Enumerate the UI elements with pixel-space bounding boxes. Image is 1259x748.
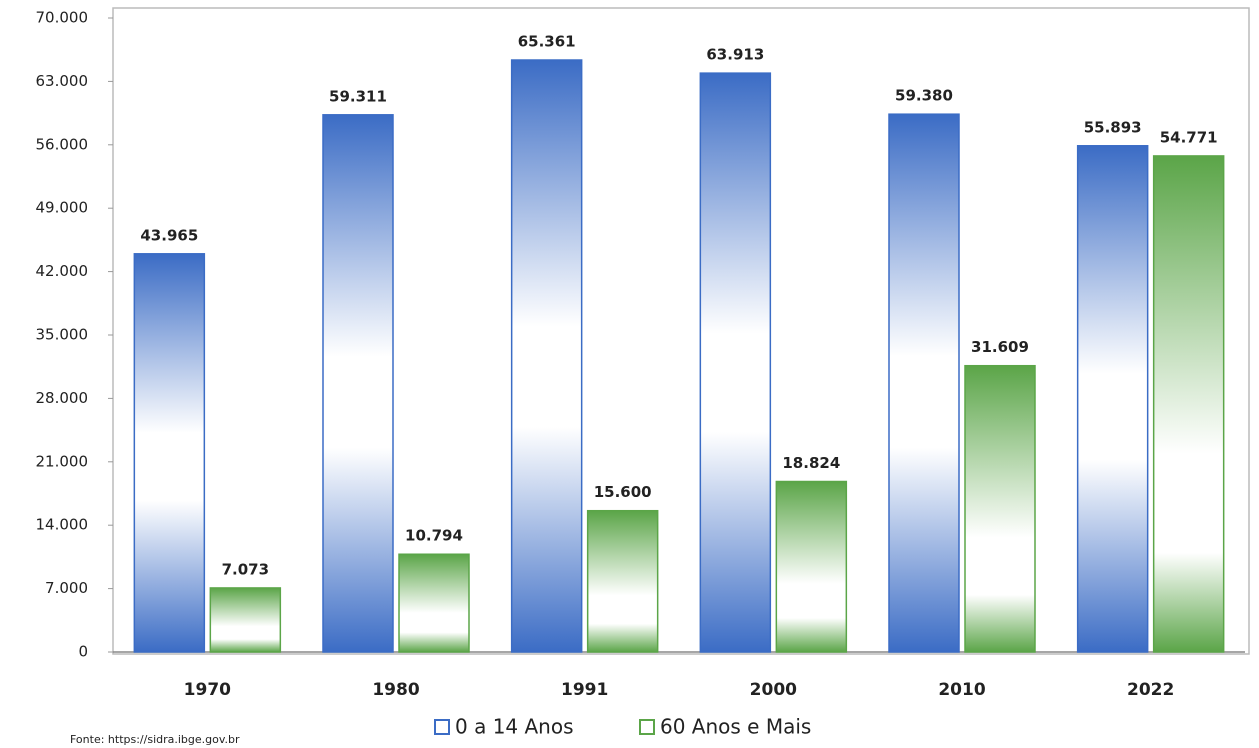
y-tick-label: 56.000 <box>36 135 89 153</box>
y-tick-label: 49.000 <box>36 199 89 217</box>
y-tick-label: 0 <box>78 643 88 661</box>
bar <box>775 480 848 653</box>
bar <box>398 553 470 653</box>
y-tick-label: 35.000 <box>36 326 89 344</box>
bar <box>888 113 960 653</box>
legend-swatch <box>434 719 450 735</box>
y-tick-label: 21.000 <box>36 452 89 470</box>
x-tick-label: 1991 <box>561 680 608 700</box>
value-label: 7.073 <box>222 560 269 578</box>
bar <box>209 587 282 653</box>
bar <box>322 114 394 653</box>
value-label: 10.794 <box>405 527 463 545</box>
y-tick-label: 7.000 <box>45 579 88 597</box>
plot-frame <box>112 7 1250 655</box>
bar <box>699 72 772 653</box>
value-label: 59.380 <box>895 87 953 105</box>
value-label: 31.609 <box>971 338 1029 356</box>
y-tick-label: 63.000 <box>36 72 89 90</box>
legend-label: 60 Anos e Mais <box>660 715 811 739</box>
x-tick-label: 1970 <box>184 680 231 700</box>
y-tick-label: 70.000 <box>36 9 89 27</box>
legend-label: 0 a 14 Anos <box>455 715 574 739</box>
bar <box>510 59 583 653</box>
value-label: 43.965 <box>140 226 198 244</box>
value-label: 59.311 <box>329 87 387 105</box>
y-tick-label: 28.000 <box>36 389 89 407</box>
value-label: 15.600 <box>594 483 652 501</box>
value-label: 54.771 <box>1160 128 1218 146</box>
value-label: 55.893 <box>1084 118 1142 136</box>
source: Fonte: https://sidra.ibge.gov.br <box>70 733 240 746</box>
x-tick-label: 2022 <box>1127 680 1174 700</box>
legend-swatch <box>639 719 655 735</box>
bar <box>1152 155 1225 653</box>
y-tick-label: 42.000 <box>36 262 89 280</box>
x-tick-label: 2000 <box>750 680 797 700</box>
value-label: 63.913 <box>706 46 764 64</box>
x-tick-label: 1980 <box>372 680 419 700</box>
y-tick-label: 14.000 <box>36 516 89 534</box>
bar <box>1076 145 1149 653</box>
x-tick-label: 2010 <box>938 680 985 700</box>
bar <box>964 364 1036 653</box>
value-label: 65.361 <box>518 33 576 51</box>
bar <box>586 509 659 653</box>
bar <box>133 253 206 653</box>
value-label: 18.824 <box>782 454 840 472</box>
